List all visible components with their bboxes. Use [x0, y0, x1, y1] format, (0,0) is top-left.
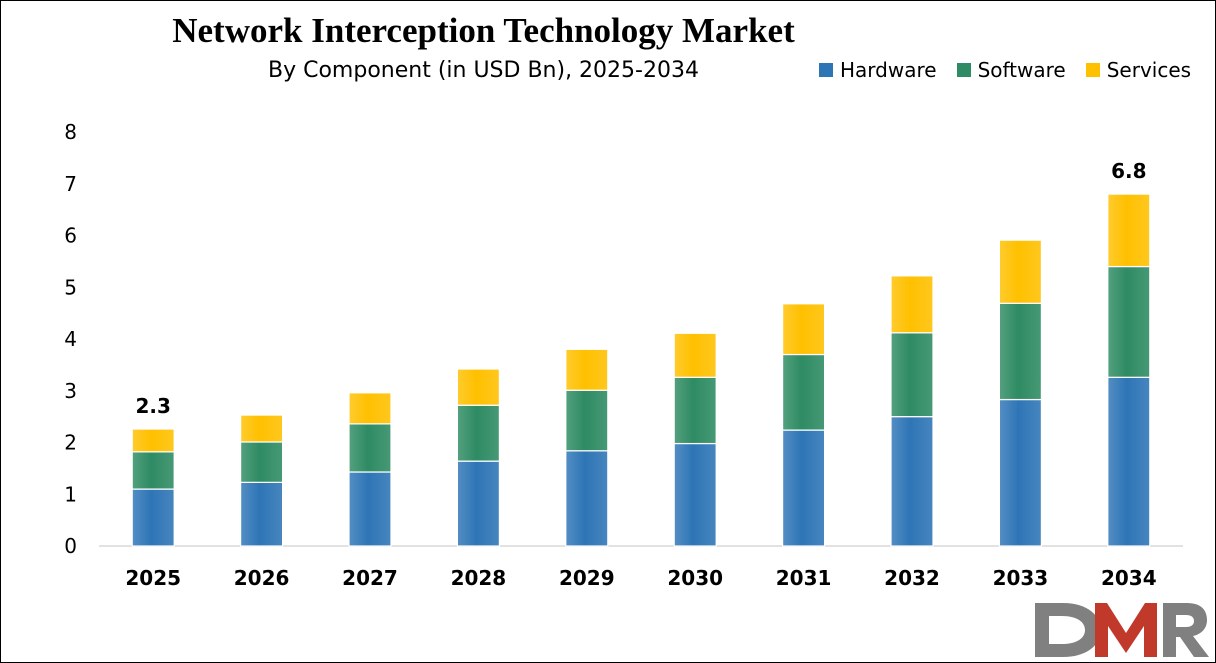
x-tick-label-2025: 2025 — [125, 566, 181, 590]
legend-item-hardware: Hardware — [819, 58, 937, 82]
bar-software-2030 — [673, 376, 717, 445]
bar-software-2029 — [565, 389, 609, 452]
bar-software-2028 — [456, 404, 500, 462]
y-tick-label-2: 2 — [64, 431, 77, 455]
y-tick-label-7: 7 — [64, 172, 77, 196]
legend-label-services: Services — [1106, 58, 1192, 82]
bar-software-2025 — [131, 451, 175, 490]
legend-swatch-services — [1085, 63, 1100, 77]
bar-hardware-2027 — [348, 471, 392, 547]
bar-services-2029 — [565, 348, 609, 391]
y-tick-label-1: 1 — [64, 482, 77, 506]
bar-software-2034 — [1107, 265, 1151, 378]
bar-services-2033 — [998, 239, 1043, 304]
bar-hardware-2028 — [456, 460, 500, 547]
bar-services-2034 — [1107, 193, 1151, 268]
bar-hardware-2029 — [565, 450, 609, 547]
legend-swatch-hardware — [819, 63, 833, 77]
chart-title: Network Interception Technology Market — [172, 11, 795, 50]
x-tick-label-2028: 2028 — [451, 566, 507, 590]
y-tick-label-8: 8 — [64, 120, 77, 144]
data-label-2034: 6.8 — [1111, 159, 1146, 183]
y-tick-label-0: 0 — [64, 534, 77, 558]
bar-services-2027 — [348, 392, 392, 425]
y-tick-label-6: 6 — [64, 224, 77, 248]
legend: Hardware Software Services — [819, 58, 1191, 82]
legend-item-services: Services — [1085, 58, 1192, 82]
bar-services-2030 — [673, 332, 717, 378]
bar-services-2028 — [456, 368, 500, 406]
x-tick-label-2027: 2027 — [342, 566, 398, 590]
x-tick-label-2030: 2030 — [667, 566, 723, 590]
x-tick-label-2033: 2033 — [993, 566, 1049, 590]
x-tick-label-2031: 2031 — [776, 566, 832, 590]
legend-label-hardware: Hardware — [840, 58, 937, 82]
bar-hardware-2031 — [781, 429, 826, 547]
bar-services-2031 — [781, 303, 826, 356]
dmr-logo — [1035, 603, 1209, 657]
bar-software-2026 — [240, 441, 284, 483]
bar-software-2032 — [890, 332, 934, 418]
bar-software-2031 — [781, 353, 826, 431]
bar-hardware-2033 — [998, 398, 1043, 547]
legend-label-software: Software — [977, 58, 1066, 82]
bar-hardware-2026 — [240, 481, 284, 547]
x-tick-label-2029: 2029 — [559, 566, 615, 590]
bar-services-2025 — [131, 428, 175, 453]
legend-swatch-software — [956, 63, 971, 77]
bar-hardware-2030 — [673, 442, 717, 547]
x-tick-label-2026: 2026 — [234, 566, 290, 590]
bar-services-2032 — [890, 275, 934, 334]
bar-hardware-2032 — [890, 416, 934, 547]
y-tick-label-5: 5 — [64, 275, 77, 299]
y-tick-label-4: 4 — [64, 327, 77, 351]
bar-software-2033 — [998, 302, 1043, 401]
data-label-2025: 2.3 — [135, 394, 170, 418]
bar-services-2026 — [240, 414, 284, 443]
bar-hardware-2034 — [1107, 376, 1151, 547]
x-tick-label-2032: 2032 — [884, 566, 940, 590]
x-tick-label-2034: 2034 — [1101, 566, 1157, 590]
y-tick-label-3: 3 — [64, 379, 77, 403]
chart-subtitle: By Component (in USD Bn), 2025-2034 — [268, 58, 699, 83]
bar-software-2027 — [348, 423, 392, 473]
bar-hardware-2025 — [131, 488, 175, 547]
legend-item-software: Software — [956, 58, 1066, 82]
